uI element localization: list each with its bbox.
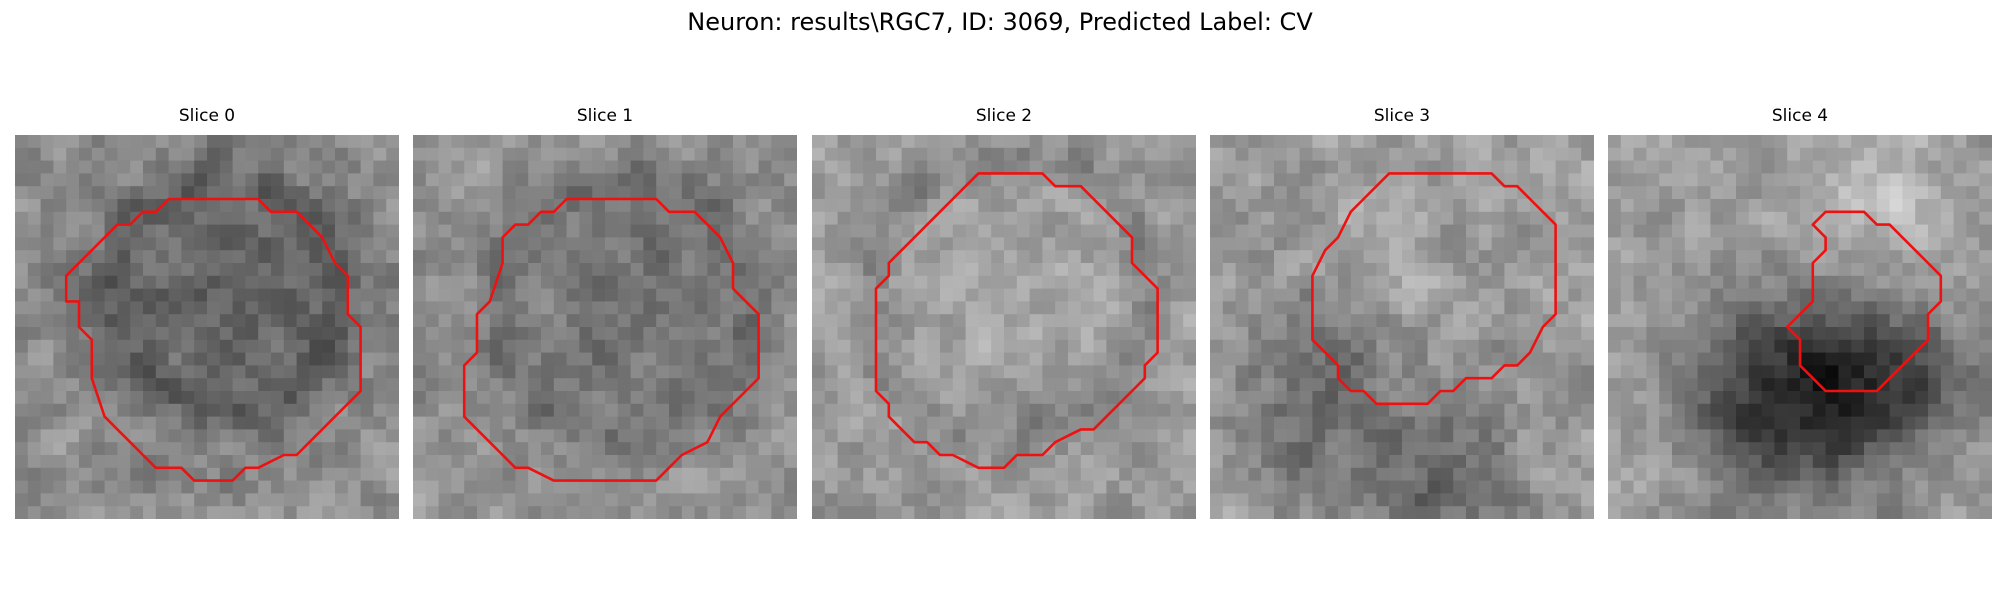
- slice-panel-1: Slice 1: [413, 105, 797, 519]
- roi-contour-1: [462, 197, 760, 482]
- slice-title-0: Slice 0: [178, 106, 236, 126]
- slice-image-0: [15, 135, 399, 519]
- slice-image-1: [413, 135, 797, 519]
- slice-title-1: Slice 1: [576, 106, 634, 126]
- roi-contour-2: [874, 172, 1159, 470]
- slice-panel-3: Slice 3: [1210, 105, 1594, 519]
- slice-image-4: [1608, 135, 1992, 519]
- slice-panel-0: Slice 0: [15, 105, 399, 519]
- roi-contour-3: [1311, 172, 1557, 406]
- roi-contour-4: [1785, 210, 1943, 393]
- roi-contour-0: [64, 197, 362, 482]
- slice-image-2: [812, 135, 1196, 519]
- slice-title-2: Slice 2: [975, 106, 1033, 126]
- slice-panel-2: Slice 2: [812, 105, 1196, 519]
- slice-image-3: [1210, 135, 1594, 519]
- slice-title-3: Slice 3: [1373, 106, 1431, 126]
- slice-panel-4: Slice 4: [1608, 105, 1992, 519]
- slice-title-4: Slice 4: [1771, 106, 1829, 126]
- figure-title: Neuron: results\RGC7, ID: 3069, Predicte…: [687, 8, 1313, 36]
